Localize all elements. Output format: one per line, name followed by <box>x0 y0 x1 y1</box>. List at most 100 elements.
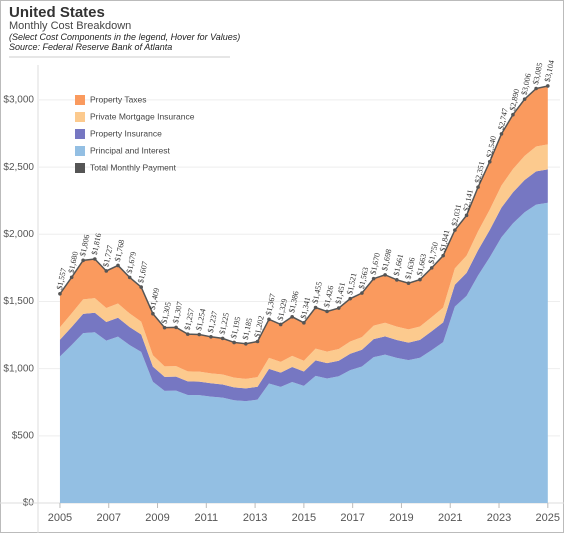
data-label: $1,698 <box>380 248 393 271</box>
point <box>487 159 492 164</box>
data-label: $1,679 <box>125 251 138 274</box>
chart-note: (Select Cost Components in the legend, H… <box>9 32 240 42</box>
point <box>116 263 120 268</box>
x-tick-label: 2011 <box>194 512 218 524</box>
point <box>348 296 353 301</box>
point <box>534 86 538 91</box>
point <box>220 336 225 341</box>
point <box>453 228 457 232</box>
point <box>360 291 364 295</box>
area <box>59 144 548 389</box>
data-label: $1,521 <box>345 272 358 295</box>
point <box>302 321 306 325</box>
data-label: $1,557 <box>55 267 68 290</box>
data-label: $1,202 <box>252 315 265 338</box>
legend-label: Principal and Interest <box>90 145 170 155</box>
data-label: $1,305 <box>160 301 173 324</box>
point <box>499 132 504 136</box>
point <box>162 325 167 330</box>
data-label: $1,661 <box>392 253 405 276</box>
x-tick-label: 2025 <box>536 512 560 524</box>
point <box>151 311 155 316</box>
point <box>127 275 132 280</box>
data-label: $2,747 <box>496 107 509 130</box>
data-label: $1,680 <box>67 251 80 274</box>
point <box>325 309 329 314</box>
point <box>197 332 202 337</box>
point <box>418 277 422 282</box>
x-tick-label: 2017 <box>340 512 364 524</box>
data-label: $2,351 <box>473 161 486 184</box>
legend-label: Private Mortgage Insurance <box>90 111 195 121</box>
point <box>267 317 271 322</box>
data-label: $1,768 <box>113 239 126 262</box>
data-label: $2,890 <box>508 88 521 111</box>
data-label: $1,254 <box>194 308 207 331</box>
x-tick-label: 2009 <box>145 512 169 524</box>
point <box>290 314 294 319</box>
data-label: $3,006 <box>520 73 533 96</box>
data-label: $1,806 <box>78 234 91 257</box>
point <box>278 322 283 327</box>
y-tick-label: $2,000 <box>3 229 34 240</box>
point <box>371 276 376 281</box>
x-tick-label: 2019 <box>389 512 413 524</box>
data-label: $1,426 <box>322 285 335 308</box>
data-label: $2,141 <box>462 189 475 212</box>
data-label: $3,085 <box>531 62 544 85</box>
data-label: $1,607 <box>136 260 149 283</box>
y-tick-label: $2,500 <box>3 162 34 173</box>
data-label: $2,540 <box>485 135 498 158</box>
legend-label: Property Taxes <box>90 94 147 104</box>
point <box>174 325 178 330</box>
legend-marker <box>75 146 85 156</box>
data-label: $1,307 <box>171 301 184 324</box>
point <box>395 278 399 282</box>
legend-label: Total Monthly Payment <box>90 162 177 172</box>
point <box>58 292 62 296</box>
point <box>476 185 480 189</box>
x-tick-label: 2023 <box>487 512 511 524</box>
point <box>104 269 109 273</box>
data-label: $1,329 <box>276 298 289 321</box>
y-tick-label: $1,000 <box>3 363 34 374</box>
point <box>406 281 411 285</box>
data-label: $1,367 <box>264 293 277 316</box>
data-label: $1,455 <box>311 281 324 304</box>
point <box>441 253 445 258</box>
chart-source: Source: Federal Reserve Bank of Atlanta <box>9 42 172 52</box>
point <box>185 332 190 336</box>
x-tick-label: 2013 <box>243 512 267 524</box>
data-label: $1,670 <box>369 252 382 275</box>
x-tick-label: 2015 <box>292 512 316 524</box>
point <box>313 305 318 310</box>
point <box>69 275 74 280</box>
point <box>383 273 387 277</box>
legend-label: Property Insurance <box>90 128 162 138</box>
data-label: $2,031 <box>450 204 463 227</box>
data-label: $1,563 <box>357 266 370 289</box>
y-tick-label: $1,500 <box>3 296 34 307</box>
data-label: $1,257 <box>183 308 196 331</box>
point <box>139 285 143 289</box>
data-label: $1,663 <box>415 253 428 276</box>
data-label: $1,341 <box>299 296 312 319</box>
data-label: $1,386 <box>287 290 300 313</box>
y-tick-label: $500 <box>12 430 35 441</box>
legend-marker <box>75 163 85 173</box>
point <box>522 97 527 101</box>
data-label: $1,841 <box>438 229 451 252</box>
data-label: $3,104 <box>543 59 556 82</box>
data-label: $1,195 <box>229 316 242 339</box>
point <box>244 341 248 346</box>
data-label: $1,816 <box>90 232 103 255</box>
data-label: $1,237 <box>206 310 219 333</box>
legend-marker <box>75 129 85 139</box>
data-label: $1,727 <box>101 244 114 267</box>
x-tick-label: 2007 <box>96 512 120 524</box>
data-label: $1,636 <box>403 257 416 280</box>
chart-title: United States <box>9 4 105 21</box>
area <box>59 85 548 379</box>
